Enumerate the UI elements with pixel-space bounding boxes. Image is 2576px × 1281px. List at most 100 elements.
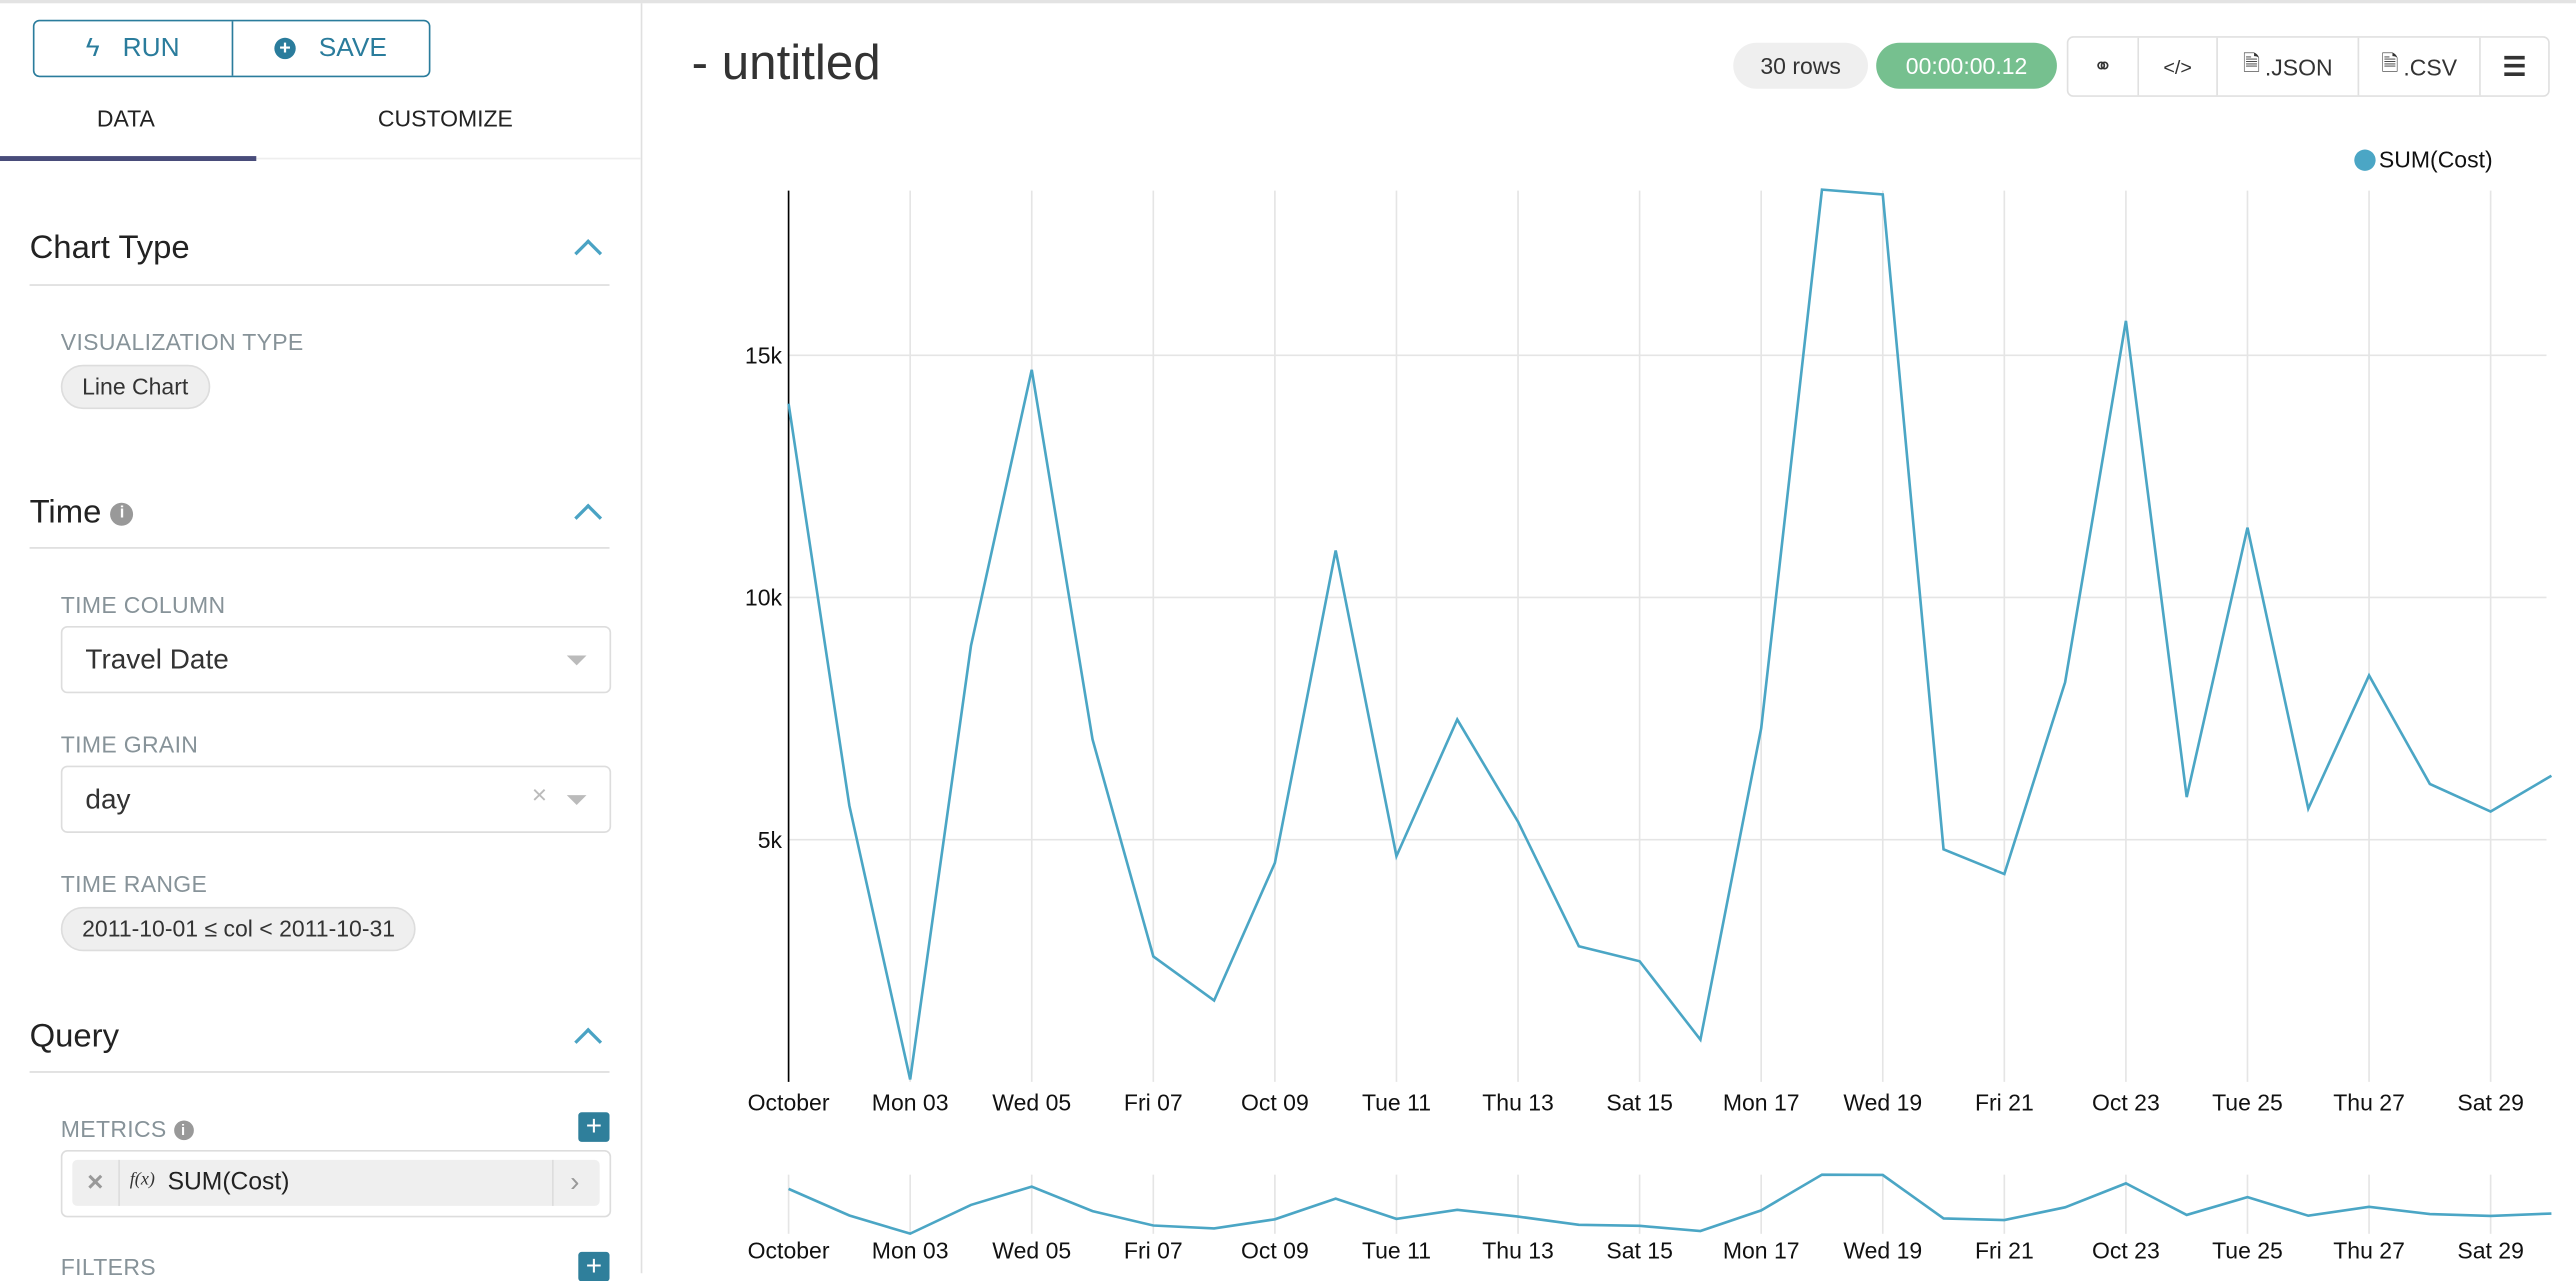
data-point[interactable]	[2547, 772, 2555, 780]
chevron-right-icon[interactable]: ›	[570, 1166, 580, 1198]
x-tick-label: Oct 09	[1241, 1090, 1309, 1116]
row-count-badge: 30 rows	[1733, 42, 1868, 89]
json-label: .JSON	[2264, 53, 2333, 80]
query-duration-badge: 00:00:00.12	[1876, 42, 2057, 89]
data-point[interactable]	[967, 642, 975, 650]
chart-title[interactable]: - untitled	[691, 36, 881, 91]
viz-type-label: VISUALIZATION TYPE	[60, 328, 304, 355]
data-point[interactable]	[1392, 852, 1400, 860]
time-column-select[interactable]: Travel Date	[60, 625, 612, 694]
viz-type-pill[interactable]: Line Chart	[60, 364, 210, 410]
x-tick-label: Sat 15	[1606, 1090, 1672, 1116]
legend-dot	[2354, 148, 2376, 171]
time-title-text: Time	[29, 494, 102, 531]
data-point[interactable]	[2122, 317, 2130, 325]
add-metric-button[interactable]: +	[578, 1111, 610, 1142]
time-column-value: Travel Date	[85, 644, 229, 676]
data-point[interactable]	[845, 802, 853, 810]
data-point[interactable]	[784, 400, 792, 408]
data-point[interactable]	[1879, 190, 1887, 198]
time-range-label: TIME RANGE	[60, 870, 208, 898]
x-tick-label: Thu 27	[2333, 1090, 2405, 1116]
data-point[interactable]	[2304, 805, 2312, 813]
brush-x-tick-label: Thu 27	[2333, 1237, 2405, 1263]
code-icon: </>	[2163, 55, 2192, 79]
control-panel	[0, 3, 643, 1274]
x-tick-label: Tue 11	[1362, 1090, 1431, 1116]
active-tab-indicator	[0, 156, 257, 162]
time-grain-select[interactable]: day ×	[60, 765, 612, 833]
section-time-title[interactable]: Time i	[30, 495, 134, 533]
brush-x-tick-label: Sat 15	[1606, 1237, 1672, 1263]
export-csv-button[interactable]: 🗎 .CSV	[2357, 37, 2480, 96]
save-button[interactable]: + SAVE	[230, 21, 429, 76]
data-point[interactable]	[1636, 957, 1644, 965]
metrics-box: × f(x) SUM(Cost) ›	[60, 1150, 612, 1218]
data-point[interactable]	[2487, 807, 2495, 815]
embed-code-button[interactable]: </>	[2137, 37, 2216, 96]
x-tick-label: October	[748, 1090, 830, 1116]
data-point[interactable]	[2061, 678, 2069, 686]
brush-x-tick-label: Oct 09	[1241, 1237, 1309, 1263]
data-point[interactable]	[1514, 818, 1522, 826]
x-tick-label: Mon 17	[1723, 1090, 1800, 1116]
data-point[interactable]	[2000, 870, 2008, 878]
data-point[interactable]	[1210, 996, 1218, 1004]
data-point[interactable]	[1271, 859, 1279, 867]
data-point[interactable]	[1939, 845, 1947, 853]
data-point[interactable]	[2183, 793, 2191, 801]
brush-series-line	[788, 1173, 2552, 1236]
brush-x-tick-label: Tue 25	[2212, 1237, 2283, 1263]
data-point[interactable]	[1818, 186, 1826, 194]
brush-x-tick-label: Wed 19	[1843, 1237, 1922, 1263]
section-chart-type-title[interactable]: Chart Type	[29, 230, 190, 267]
data-point[interactable]	[1696, 1036, 1704, 1044]
brush-x-tick-label: Fri 21	[1975, 1237, 2034, 1263]
y-tick-label: 10k	[745, 585, 783, 611]
file-text-icon: 🗎	[2381, 50, 2399, 75]
divider	[29, 547, 610, 549]
data-point[interactable]	[1028, 366, 1036, 374]
info-icon[interactable]: i	[110, 502, 134, 526]
tab-data[interactable]: DATA	[96, 105, 155, 132]
data-point[interactable]	[1757, 724, 1765, 732]
legend-item[interactable]: SUM(Cost)	[2354, 146, 2493, 173]
y-tick-label: 15k	[745, 342, 783, 368]
data-point[interactable]	[1088, 735, 1096, 743]
metric-chip[interactable]: × f(x) SUM(Cost) ›	[72, 1159, 600, 1206]
y-tick-label: 5k	[758, 827, 783, 853]
caret-down-icon	[566, 655, 587, 666]
time-range-pill[interactable]: 2011-10-01 ≤ col < 2011-10-31	[60, 906, 417, 952]
data-point[interactable]	[2365, 671, 2373, 679]
link-icon: ⚭	[2093, 52, 2113, 79]
brush-x-tick-label: Fri 07	[1124, 1237, 1183, 1263]
brush-x-tick-label: October	[748, 1237, 830, 1263]
tab-customize[interactable]: CUSTOMIZE	[377, 105, 513, 132]
run-button[interactable]: ϟ RUN	[35, 21, 231, 75]
time-grain-value: day	[85, 783, 131, 815]
remove-metric-icon[interactable]: ×	[87, 1166, 104, 1198]
share-link-button[interactable]: ⚭	[2068, 38, 2137, 96]
data-point[interactable]	[1332, 546, 1340, 554]
menu-button[interactable]: ☰	[2479, 37, 2548, 96]
data-point[interactable]	[1149, 952, 1157, 960]
data-point[interactable]	[1575, 942, 1583, 950]
divider	[29, 284, 610, 286]
brush-x-tick-label: Tue 11	[1362, 1237, 1431, 1263]
section-query-title[interactable]: Query	[29, 1018, 120, 1055]
clear-icon[interactable]: ×	[531, 782, 548, 810]
data-point[interactable]	[906, 1075, 914, 1083]
x-tick-label: Wed 19	[1843, 1090, 1922, 1116]
x-tick-label: Fri 07	[1124, 1090, 1183, 1116]
data-point[interactable]	[1453, 715, 1461, 723]
metrics-label: METRICS i	[61, 1116, 194, 1142]
run-save-group: ϟ RUN + SAVE	[32, 19, 431, 78]
info-icon[interactable]: i	[173, 1120, 194, 1141]
x-tick-label: Sat 29	[2457, 1090, 2524, 1116]
data-point[interactable]	[2426, 780, 2434, 788]
file-code-icon: 🗎	[2242, 50, 2260, 75]
export-json-button[interactable]: 🗎 .JSON	[2216, 37, 2357, 96]
data-point[interactable]	[2243, 524, 2251, 532]
function-icon: f(x)	[129, 1169, 155, 1190]
